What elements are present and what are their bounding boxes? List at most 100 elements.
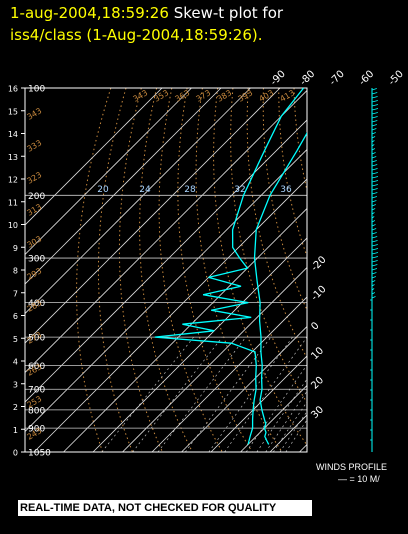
right-temperature-label: 30: [309, 404, 326, 421]
height-tick-label: 11: [8, 198, 18, 207]
wind-barb: [371, 192, 378, 195]
wind-barb: [371, 120, 378, 123]
dry-adiabat: [401, 88, 408, 452]
top-temperature-label: -90: [269, 69, 288, 88]
wind-barb: [371, 176, 379, 179]
mixing-ratio-label: 36: [280, 185, 292, 195]
wind-barb: [371, 100, 378, 103]
wind-barb: [371, 232, 377, 235]
height-tick-label: 5: [13, 335, 18, 344]
height-tick-label: 6: [13, 312, 18, 321]
wind-barb: [371, 212, 375, 215]
wind-barb: [371, 280, 376, 283]
wind-barb: [371, 216, 375, 219]
height-tick-label: 0: [13, 449, 18, 458]
wind-barb: [371, 88, 377, 91]
wind-barb: [371, 200, 377, 203]
wind-barb: [371, 204, 376, 207]
wind-barb: [371, 244, 378, 247]
wind-barb: [371, 252, 379, 255]
wind-barb: [371, 96, 378, 99]
quality-banner: REAL-TIME DATA, NOT CHECKED FOR QUALITY: [18, 500, 312, 516]
wind-barb: [371, 172, 378, 175]
top-temperature-label: -80: [298, 69, 317, 88]
right-temperature-label: 0: [309, 320, 321, 332]
isotherm: [25, 88, 163, 226]
wind-barb: [371, 140, 375, 143]
dry-adiabat: [118, 88, 163, 452]
subtitle-label: iss4/class (1-Aug-2004,18:59:26).: [10, 26, 263, 44]
wind-barb: [371, 168, 378, 171]
right-temperature-label: 20: [309, 375, 326, 392]
pressure-tick-label: 900: [28, 425, 45, 435]
winds-scale-label: — = 10 M/: [338, 474, 380, 484]
height-tick-label: 9: [13, 244, 18, 253]
axis-labels: 1002003004005006007008009001050161514131…: [8, 69, 406, 459]
mixing-ratio-label: 28: [184, 185, 196, 195]
wind-barb: [371, 92, 378, 95]
wind-barb: [371, 236, 378, 239]
pressure-tick-label: 800: [28, 406, 45, 416]
height-tick-label: 4: [13, 358, 18, 367]
wind-barb: [371, 152, 376, 155]
wind-barb: [371, 144, 375, 147]
height-tick-label: 1: [13, 426, 18, 435]
pressure-tick-label: 300: [28, 255, 45, 265]
wind-barb: [371, 292, 376, 295]
dry-adiabat: [97, 88, 133, 452]
top-temperature-label: -50: [387, 69, 406, 88]
pressure-tick-label: 500: [28, 334, 45, 344]
wind-barb: [371, 128, 377, 131]
isotherm: [63, 207, 307, 452]
theta-label: 343: [26, 106, 44, 121]
wind-barb: [371, 112, 378, 115]
wind-barb: [371, 108, 379, 111]
height-tick-label: 8: [13, 267, 18, 276]
dry-adiabat: [158, 88, 223, 452]
wind-barb: [371, 248, 379, 251]
sounding-profiles: [154, 88, 307, 445]
mixing-ratio-label: 32: [234, 185, 245, 195]
wind-barb: [371, 240, 378, 243]
isotherm: [25, 119, 307, 403]
dry-adiabat: [370, 88, 408, 452]
mixing-ratio-line: [101, 336, 194, 452]
wind-barb: [371, 268, 378, 271]
isotherm: [25, 88, 251, 315]
right-temperature-label: -20: [309, 254, 328, 273]
isotherm: [210, 355, 307, 452]
wind-barb: [371, 164, 378, 167]
top-temperature-label: -60: [357, 69, 376, 88]
dry-adiabat: [293, 88, 307, 193]
wind-barb: [371, 264, 378, 267]
winds-profile: [370, 88, 379, 452]
pressure-tick-label: 200: [28, 192, 45, 202]
height-tick-label: 16: [8, 85, 18, 94]
dry-adiabat: [76, 88, 112, 452]
theta-label: 333: [26, 138, 44, 153]
wind-barb: [371, 184, 378, 187]
wind-barb: [371, 156, 377, 159]
wind-barb: [371, 104, 379, 107]
dry-adiabat: [386, 88, 408, 452]
height-tick-label: 7: [13, 289, 18, 298]
isotherms: [25, 88, 307, 452]
isotherm: [25, 88, 192, 256]
dry-adiabat: [213, 88, 307, 446]
isotherm: [122, 266, 307, 452]
dry-adiabat: [340, 88, 408, 452]
mixing-ratio-lines: [101, 336, 307, 452]
isotherm: [240, 384, 307, 452]
mixing-ratio-line: [265, 390, 307, 452]
wind-barb: [371, 196, 378, 199]
height-tick-label: 3: [13, 380, 18, 389]
isotherm: [151, 296, 307, 452]
wind-barb: [371, 148, 376, 151]
isotherm: [25, 89, 307, 374]
dry-adiabat: [309, 88, 408, 452]
theta-top-label: 353: [153, 88, 171, 103]
height-tick-label: 2: [13, 403, 18, 412]
mixing-ratio-line: [185, 336, 272, 452]
wind-barb: [371, 188, 378, 191]
